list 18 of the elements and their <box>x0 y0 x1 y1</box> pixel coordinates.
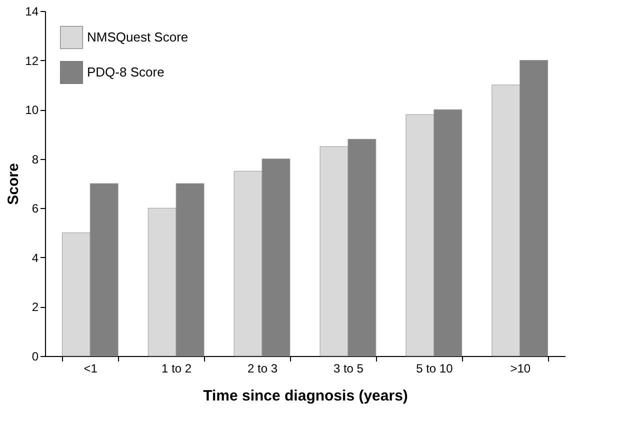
y-tick-label: 0 <box>32 350 39 364</box>
y-tick-label: 4 <box>32 250 39 265</box>
x-axis-title: Time since diagnosis (years) <box>203 388 408 404</box>
x-tick-label: >10 <box>510 362 531 376</box>
y-tick-label: 12 <box>25 54 39 68</box>
y-tick-label: 8 <box>32 152 39 166</box>
legend-label: NMSQuest Score <box>87 30 188 44</box>
x-tick-label: 2 to 3 <box>248 362 278 376</box>
legend-label: PDQ-8 Score <box>87 64 164 80</box>
x-tick-label: 5 to 10 <box>416 362 454 376</box>
x-tick-label: <1 <box>84 362 98 376</box>
x-tick-label: 3 to 5 <box>333 362 364 376</box>
y-tick-label: 2 <box>32 300 39 314</box>
y-tick-label: 14 <box>25 4 39 18</box>
y-tick-label: 10 <box>25 103 39 118</box>
y-axis-title: Score <box>5 163 22 205</box>
y-tick-label: 6 <box>32 202 39 216</box>
x-tick-label: 1 to 2 <box>162 362 192 376</box>
